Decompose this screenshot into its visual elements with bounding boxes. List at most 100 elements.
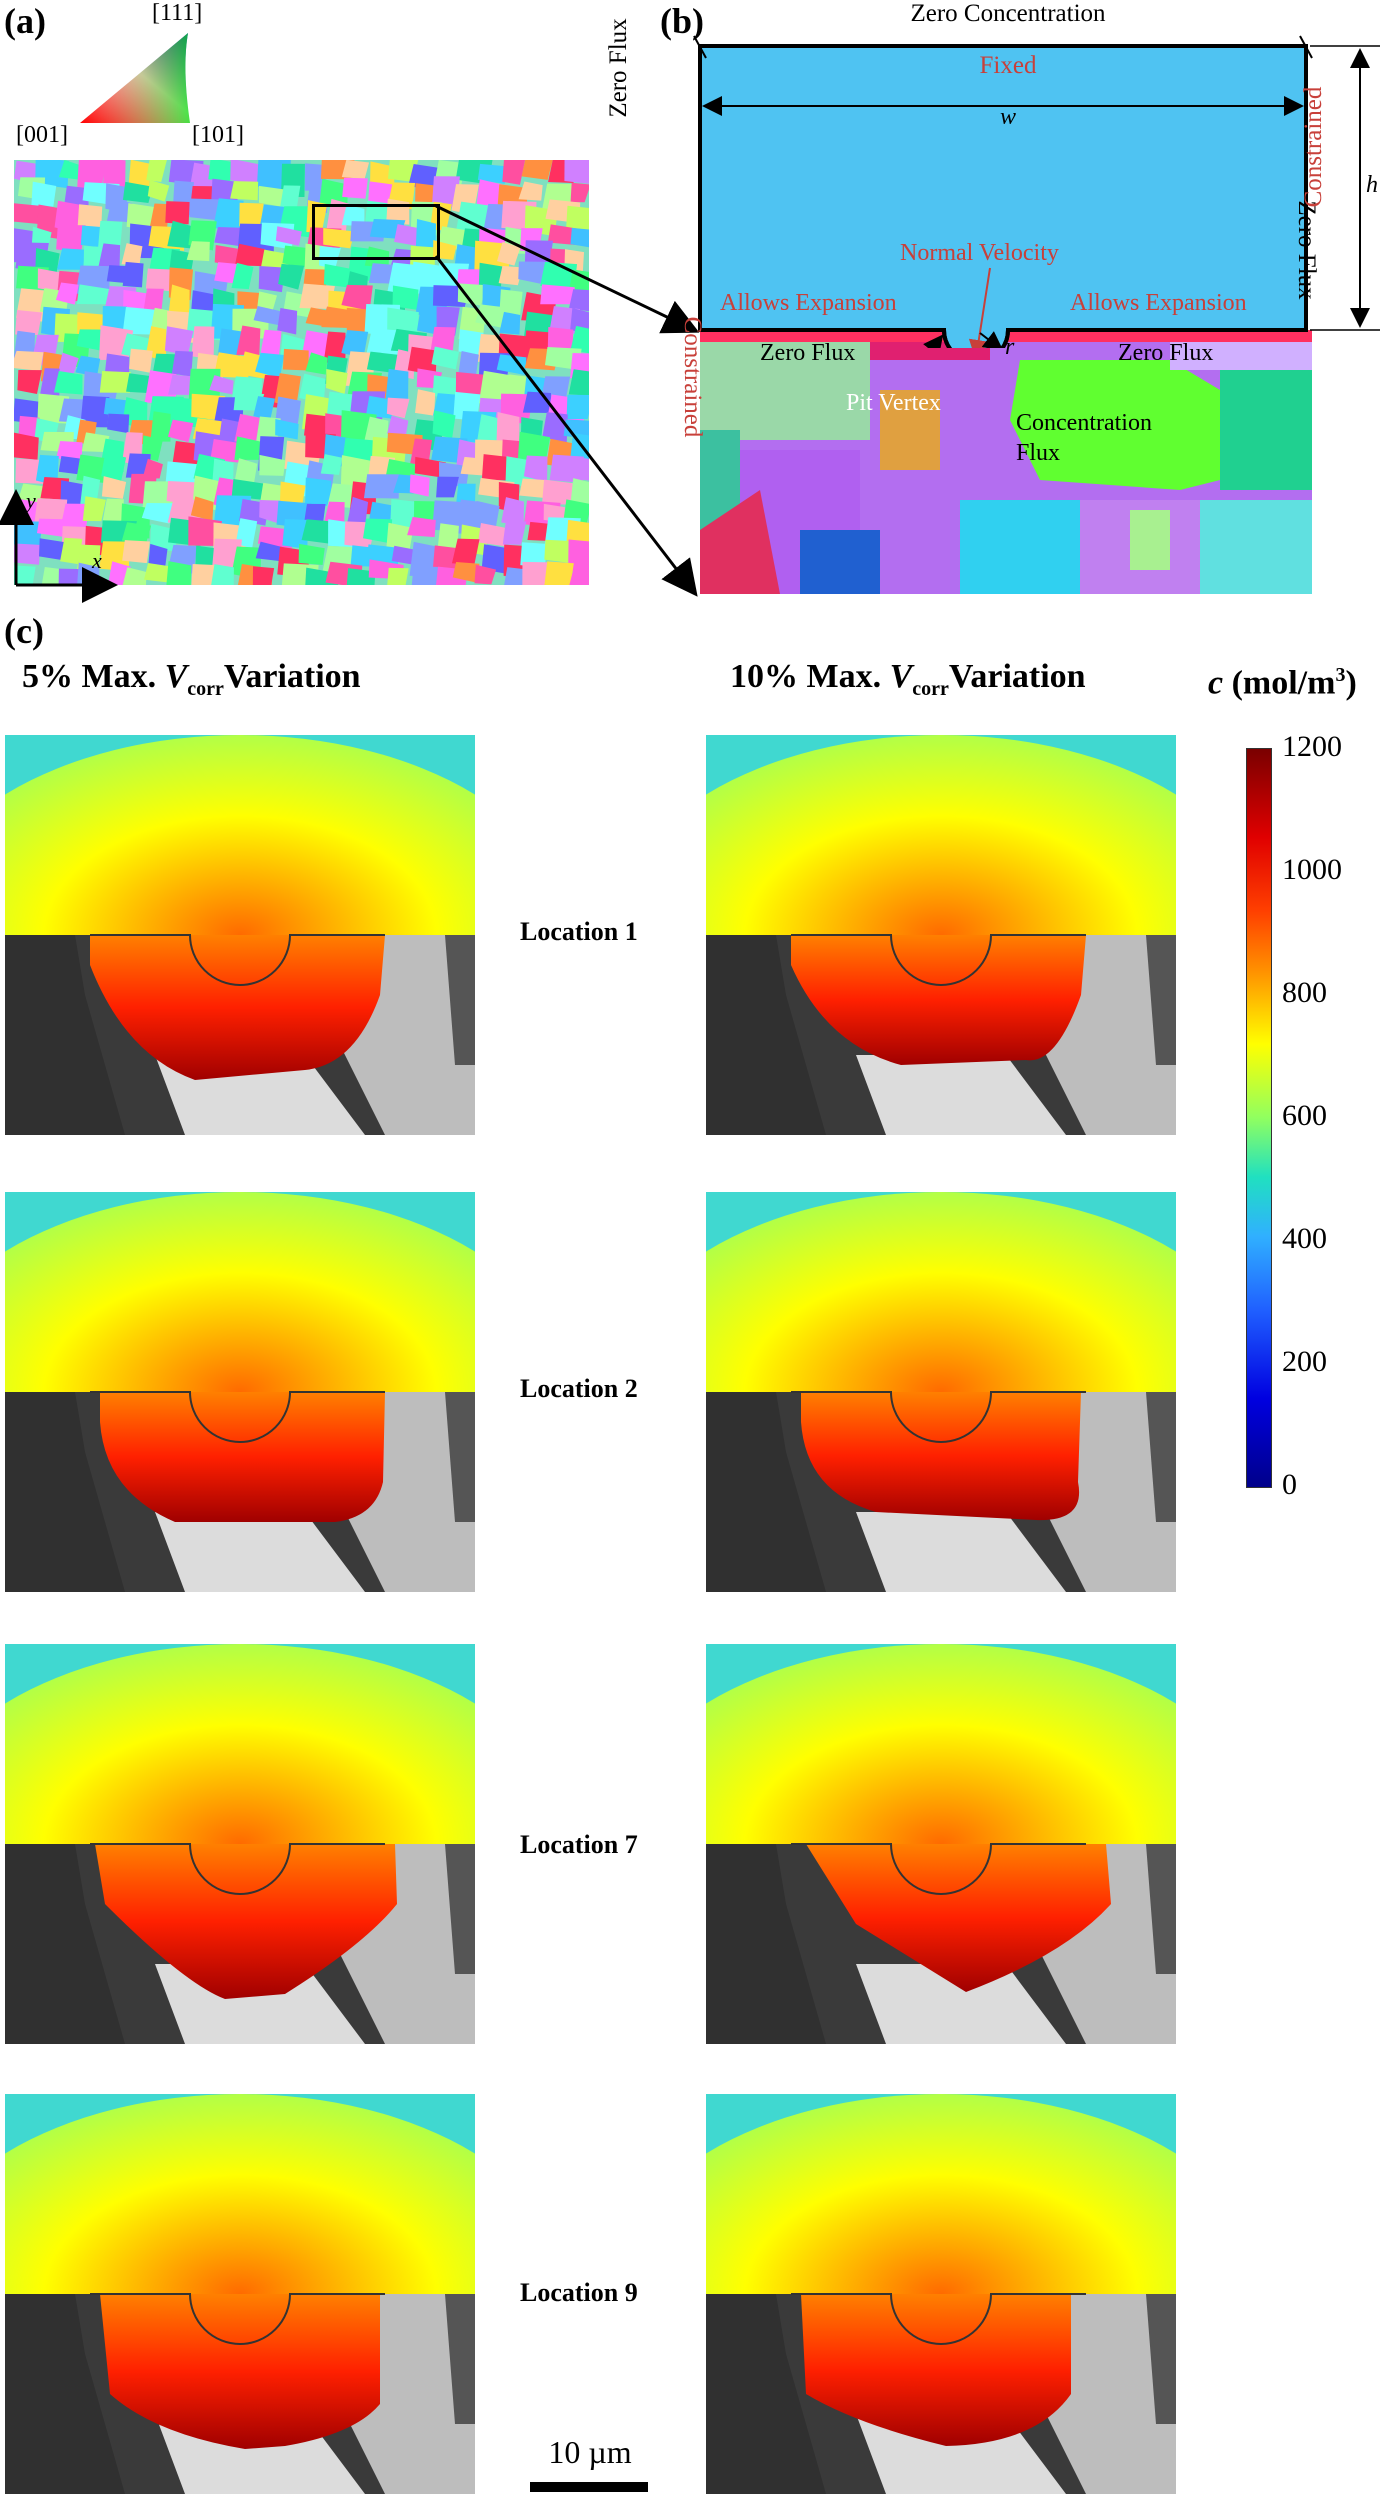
ebsd-grain	[409, 474, 430, 497]
ebsd-grain	[164, 326, 194, 356]
ebsd-grain	[474, 564, 497, 585]
ebsd-grain	[520, 542, 547, 568]
ebsd-grain	[387, 415, 409, 438]
ebsd-grain	[167, 419, 194, 443]
ebsd-grain	[75, 355, 101, 377]
ebsd-grain	[230, 181, 259, 201]
ebsd-grain	[282, 348, 309, 371]
colorbar-title-c: c	[1208, 664, 1224, 702]
simulation-panel	[5, 735, 475, 1135]
ebsd-grain	[341, 284, 373, 311]
ebsd-grain	[77, 160, 107, 190]
ebsd-grain	[58, 160, 82, 180]
ebsd-grain	[189, 198, 222, 221]
ebsd-grain	[478, 262, 503, 291]
ebsd-grain	[171, 350, 194, 377]
ebsd-grain	[17, 370, 42, 395]
ebsd-grain	[392, 285, 419, 310]
ebsd-grain	[231, 262, 254, 290]
simulation-panel	[706, 1644, 1176, 2044]
ebsd-grain	[122, 181, 153, 204]
ebsd-grain	[415, 389, 436, 416]
simulation-panel	[5, 1644, 475, 2044]
right-heading-v: V	[889, 658, 913, 695]
ebsd-grain	[147, 180, 170, 202]
bc-left-zero-flux: Zero Flux	[605, 18, 632, 118]
ebsd-grain	[275, 226, 302, 246]
ebsd-grain	[31, 181, 57, 207]
left-heading-v: V	[164, 658, 188, 695]
zero-flux-right-label: Zero Flux	[1118, 340, 1214, 366]
ebsd-grain	[341, 160, 370, 180]
ebsd-grain	[255, 352, 285, 378]
ebsd-grain	[504, 567, 524, 585]
ebsd-grain	[387, 567, 409, 585]
ebsd-grain	[499, 311, 521, 335]
ebsd-grain	[122, 567, 147, 585]
ebsd-grain	[451, 538, 480, 566]
panel-b-label: (b)	[660, 1, 704, 41]
ebsd-grain	[230, 160, 261, 186]
ebsd-grain	[370, 161, 395, 187]
ebsd-grain	[275, 418, 299, 440]
ebsd-grain	[259, 454, 286, 476]
ebsd-grain	[99, 371, 131, 393]
ebsd-grain	[473, 500, 500, 533]
ebsd-grain	[342, 177, 368, 199]
concentration-flux-label: Concentration Flux	[1016, 410, 1152, 466]
ebsd-grain	[107, 413, 130, 434]
ebsd-grain	[364, 246, 390, 268]
ebsd-grain	[340, 455, 372, 490]
ipf-label-001: [001]	[16, 122, 68, 148]
ebsd-grain	[253, 396, 275, 421]
left-heading-post: Variation	[223, 658, 361, 695]
ebsd-grain	[253, 306, 285, 326]
ebsd-grain	[517, 431, 551, 464]
ebsd-grain	[211, 564, 234, 585]
panel-c-label: (c)	[4, 611, 44, 651]
ebsd-grain	[258, 265, 286, 293]
ebsd-grain	[122, 540, 150, 564]
ebsd-grain	[501, 497, 525, 526]
ebsd-grain	[518, 181, 543, 201]
width-symbol: w	[999, 104, 1016, 130]
colorbar-title: c (mol/m3)	[1208, 664, 1357, 702]
colorbar-tick-label: 600	[1282, 1099, 1327, 1132]
colorbar-title-sup: 3	[1335, 664, 1346, 686]
colorbar-tick-label: 400	[1282, 1222, 1327, 1255]
right-heading-sub: corr	[912, 677, 949, 700]
colorbar-title-close: )	[1345, 664, 1357, 702]
ebsd-grain	[540, 284, 575, 305]
ebsd-grain	[166, 561, 192, 585]
ebsd-grain	[14, 203, 42, 225]
zoom-lines	[0, 204, 700, 603]
ebsd-grain	[411, 566, 443, 585]
ebsd-grain	[569, 568, 589, 585]
bc-zero-concentration: Zero Concentration	[910, 0, 1106, 27]
ebsd-grain	[106, 197, 133, 222]
ebsd-grain	[477, 163, 511, 184]
ebsd-grain	[213, 198, 244, 232]
axis-x-label: x	[92, 548, 102, 573]
ebsd-grain	[477, 414, 501, 447]
ebsd-grain	[102, 160, 126, 191]
ebsd-grain	[101, 476, 127, 499]
zero-flux-left-label: Zero Flux	[760, 340, 856, 366]
scalebar-label: 10 µm	[548, 2434, 632, 2470]
ebsd-grain	[213, 352, 249, 379]
left-expansion-label: Allows Expansion	[720, 290, 897, 316]
ebsd-grain	[14, 521, 43, 550]
right-expansion-label: Allows Expansion	[1070, 290, 1247, 316]
ebsd-grain	[14, 432, 39, 460]
ebsd-grain	[386, 397, 410, 419]
ebsd-grain	[231, 478, 269, 501]
ebsd-grain	[214, 227, 245, 247]
ebsd-grain	[15, 309, 42, 335]
ebsd-grain	[234, 243, 266, 267]
ebsd-grain	[432, 410, 456, 439]
ebsd-grain	[436, 476, 459, 498]
right-heading-pre: 10% Max.	[730, 658, 890, 695]
radius-symbol: r	[1005, 334, 1015, 360]
colorbar-tick-label: 800	[1282, 976, 1327, 1009]
ebsd-grain	[305, 477, 332, 507]
